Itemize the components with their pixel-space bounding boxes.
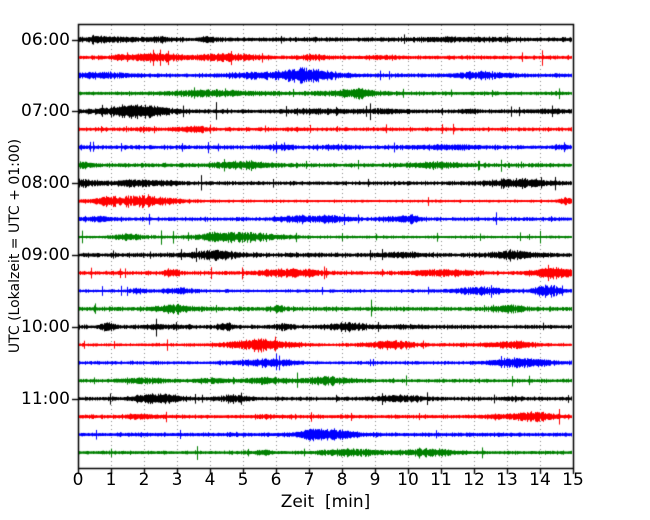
x-tick-label: 3 — [171, 470, 183, 490]
x-tick-label: 15 — [562, 470, 584, 490]
hour-tick-label: 08:00 — [21, 173, 70, 194]
x-tick-label: 6 — [270, 470, 282, 490]
x-tick-label: 8 — [336, 470, 348, 490]
hour-tick-label: 11:00 — [21, 388, 70, 409]
x-tick-label: 12 — [463, 470, 485, 490]
x-tick-label: 14 — [529, 470, 551, 490]
x-tick-label: 5 — [237, 470, 249, 490]
x-tick-label: 1 — [105, 470, 117, 490]
x-tick-label: 11 — [430, 470, 452, 490]
x-tick-label: 10 — [397, 470, 419, 490]
hour-tick-label: 09:00 — [21, 245, 70, 266]
x-tick-label: 4 — [204, 470, 216, 490]
x-axis-label: Zeit [min] — [280, 492, 371, 512]
x-tick-label: 13 — [496, 470, 518, 490]
hour-tick-label: 10:00 — [21, 316, 70, 337]
x-tick-label: 7 — [303, 470, 315, 490]
x-tick-label: 9 — [369, 470, 381, 490]
hour-tick-label: 06:00 — [21, 29, 70, 50]
x-tick-label: 2 — [138, 470, 150, 490]
x-tick-label: 0 — [72, 470, 84, 490]
hour-tick-label: 07:00 — [21, 101, 70, 122]
